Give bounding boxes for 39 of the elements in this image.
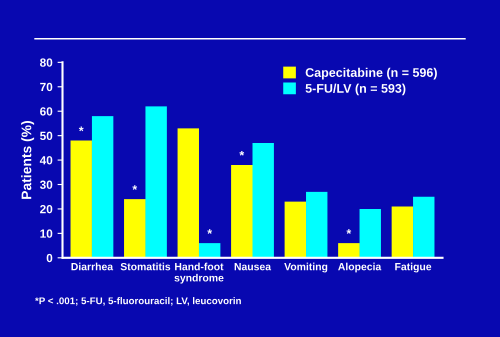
y-tick-label: 40 [40, 156, 52, 164]
bar [306, 192, 328, 258]
x-tick-label: Alopecia [338, 262, 382, 272]
bar [360, 208, 381, 258]
x-tick-label: Fatigue [395, 262, 432, 272]
bar [92, 116, 114, 258]
annotation: * [207, 229, 212, 234]
bar [413, 196, 434, 258]
annotation: * [78, 126, 84, 132]
x-tick-label: Hand-foot syndrome [174, 262, 224, 284]
y-tick-label: 20 [40, 204, 52, 214]
y-tick-label: 30 [40, 180, 52, 189]
legend-label: 5-FU/LV (n = 593) [306, 84, 406, 96]
annotation: * [239, 150, 244, 156]
legend-label: Capecitabine (n = 596) [306, 68, 437, 80]
text: *P < .001; 5-FU, 5-fluorouracil; LV, leucovorin [35, 297, 241, 306]
bar [198, 243, 220, 258]
y-tick-label: 60 [40, 107, 52, 116]
x-tick-label: Diarrhea [72, 262, 114, 270]
x-tick-label: Vomiting [284, 262, 328, 272]
bar [338, 243, 360, 258]
y-tick-label: 10 [40, 229, 52, 238]
y-tick-label: 50 [40, 132, 52, 140]
bar [231, 164, 252, 258]
bar [284, 202, 306, 258]
bar [252, 142, 274, 258]
x-tick-label: Stomatitis [120, 262, 170, 270]
bar [392, 206, 414, 258]
bar [145, 106, 167, 258]
bar [70, 140, 92, 258]
annotation: * [346, 229, 352, 234]
y-tick-label: 70 [40, 82, 52, 92]
x-tick-label: Nausea [234, 263, 272, 270]
y-axis-title: Patients (%) [21, 121, 34, 199]
bar [178, 128, 199, 258]
y-tick-label: 80 [40, 58, 52, 67]
y-tick-label: 0 [46, 254, 52, 262]
annotation: * [132, 185, 138, 190]
bar [124, 199, 146, 258]
